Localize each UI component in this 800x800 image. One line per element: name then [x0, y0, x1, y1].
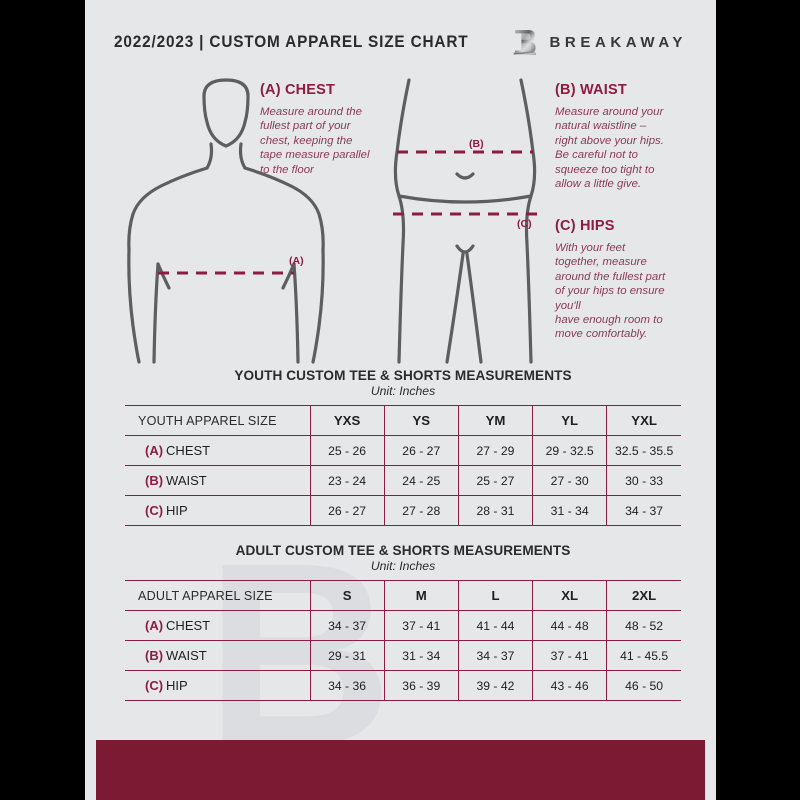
waist-heading: (B) WAIST [555, 82, 627, 98]
chest-row-name: CHEST [166, 618, 211, 633]
adult-size-table: ADULT APPAREL SIZE S M L XL 2XL (A) CHEST… [125, 580, 681, 701]
adult-size-header-2xl: 2XL [606, 580, 681, 611]
adult-row-label-waist: (B) WAIST [125, 640, 310, 671]
adult-size-table-block: ADULT CUSTOM TEE & SHORTS MEASUREMENTS U… [125, 543, 681, 701]
hips-heading: (C) HIPS [555, 218, 615, 234]
hip-row-name: HIP [166, 503, 188, 518]
adult-waist-m: 31 - 34 [383, 640, 459, 671]
hip-tag: (C) [145, 678, 164, 693]
youth-waist-yxl: 30 - 33 [606, 465, 681, 496]
adult-table-header-row: ADULT APPAREL SIZE S M L XL 2XL [125, 580, 681, 611]
adult-row-label-hip: (C) HIP [125, 670, 310, 701]
youth-waist-yxs: 23 - 24 [309, 465, 385, 496]
waist-marker-label: (B) [469, 138, 484, 150]
measurement-diagrams: (A) (B) (C) (A) CHEST [85, 70, 716, 370]
adult-header-label: ADULT APPAREL SIZE [125, 580, 310, 611]
chest-tag: (A) [145, 443, 164, 458]
youth-chest-ym: 27 - 29 [457, 435, 533, 466]
adult-waist-2xl: 41 - 45.5 [606, 640, 681, 671]
youth-waist-ys: 24 - 25 [383, 465, 459, 496]
adult-size-header-l: L [457, 580, 533, 611]
chest-marker-label: (A) [289, 255, 304, 267]
youth-header-label: YOUTH APPAREL SIZE [125, 405, 310, 436]
chest-description: (A) CHEST Measure around the fullest par… [260, 82, 410, 177]
adult-size-header-m: M [383, 580, 459, 611]
waist-description: (B) WAIST Measure around your natural wa… [555, 82, 697, 191]
waist-row-name: WAIST [166, 473, 207, 488]
adult-size-header-xl: XL [532, 580, 607, 611]
footer-accent-bar [96, 740, 705, 800]
adult-chest-m: 37 - 41 [383, 610, 459, 641]
youth-chest-yxs: 25 - 26 [309, 435, 385, 466]
adult-size-header-s: S [309, 580, 385, 611]
waist-tag: (B) [145, 473, 164, 488]
table-row: (C) HIP 34 - 36 36 - 39 39 - 42 43 - 46 4… [125, 670, 681, 701]
page-header: 2022/2023 | CUSTOM APPAREL SIZE CHART [85, 26, 716, 58]
table-row: (A) CHEST 34 - 37 37 - 41 41 - 44 44 - 48… [125, 610, 681, 641]
youth-size-header-yxl: YXL [606, 405, 681, 436]
waist-row-name: WAIST [166, 648, 207, 663]
youth-hip-yxs: 26 - 27 [309, 495, 385, 526]
chest-heading: (A) CHEST [260, 82, 336, 98]
youth-row-label-waist: (B) WAIST [125, 465, 310, 496]
chest-body-text: Measure around the fullest part of your … [260, 106, 370, 176]
youth-row-label-hip: (C) HIP [125, 495, 310, 526]
chest-row-name: CHEST [166, 443, 211, 458]
size-chart-page: B 2022/2023 | CUSTOM APPAREL SIZE CHART [85, 0, 716, 800]
adult-table-unit: Unit: Inches [370, 559, 436, 573]
youth-row-label-chest: (A) CHEST [125, 435, 310, 466]
hips-body-text: With your feet together, measure around … [555, 242, 666, 341]
page-title: 2022/2023 | CUSTOM APPAREL SIZE CHART [114, 32, 469, 51]
youth-size-header-yxs: YXS [309, 405, 385, 436]
youth-size-table-block: YOUTH CUSTOM TEE & SHORTS MEASUREMENTS U… [125, 368, 681, 526]
torso-figure [127, 78, 325, 364]
youth-size-header-ym: YM [457, 405, 533, 436]
lower-body-figure [393, 78, 537, 364]
youth-hip-yl: 31 - 34 [532, 495, 607, 526]
youth-chest-yxl: 32.5 - 35.5 [606, 435, 681, 466]
youth-size-table: YOUTH APPAREL SIZE YXS YS YM YL YXL (A) C… [125, 405, 681, 526]
adult-table-title: ADULT CUSTOM TEE & SHORTS MEASUREMENTS [235, 543, 571, 558]
adult-hip-xl: 43 - 46 [532, 670, 607, 701]
adult-waist-l: 34 - 37 [457, 640, 533, 671]
youth-waist-yl: 27 - 30 [532, 465, 607, 496]
youth-size-header-ys: YS [383, 405, 459, 436]
youth-table-title: YOUTH CUSTOM TEE & SHORTS MEASUREMENTS [234, 368, 572, 383]
waist-body-text: Measure around your natural waistline – … [555, 106, 664, 191]
adult-chest-xl: 44 - 48 [532, 610, 607, 641]
adult-hip-m: 36 - 39 [383, 670, 459, 701]
youth-table-header-row: YOUTH APPAREL SIZE YXS YS YM YL YXL [125, 405, 681, 436]
youth-chest-yl: 29 - 32.5 [532, 435, 607, 466]
youth-hip-ys: 27 - 28 [383, 495, 459, 526]
youth-waist-ym: 25 - 27 [457, 465, 533, 496]
waist-tag: (B) [145, 648, 164, 663]
adult-row-label-chest: (A) CHEST [125, 610, 310, 641]
chest-tag: (A) [145, 618, 164, 633]
brand-name: BREAKAWAY [549, 33, 687, 51]
adult-chest-2xl: 48 - 52 [606, 610, 681, 641]
brand-lockup: BREAKAWAY [512, 28, 687, 56]
youth-hip-yxl: 34 - 37 [606, 495, 681, 526]
adult-hip-s: 34 - 36 [309, 670, 385, 701]
youth-table-unit: Unit: Inches [370, 384, 436, 398]
adult-hip-2xl: 46 - 50 [606, 670, 681, 701]
breakaway-b-logo-icon [512, 28, 538, 56]
table-row: (B) WAIST 29 - 31 31 - 34 34 - 37 37 - 41… [125, 640, 681, 671]
table-row: (B) WAIST 23 - 24 24 - 25 25 - 27 27 - 30… [125, 465, 681, 496]
hips-description: (C) HIPS With your feet together, measur… [555, 218, 705, 342]
hip-row-name: HIP [166, 678, 188, 693]
adult-chest-s: 34 - 37 [309, 610, 385, 641]
youth-chest-ys: 26 - 27 [383, 435, 459, 466]
adult-hip-l: 39 - 42 [457, 670, 533, 701]
adult-chest-l: 41 - 44 [457, 610, 533, 641]
adult-waist-s: 29 - 31 [309, 640, 385, 671]
hip-tag: (C) [145, 503, 164, 518]
youth-hip-ym: 28 - 31 [457, 495, 533, 526]
youth-size-header-yl: YL [532, 405, 607, 436]
table-row: (C) HIP 26 - 27 27 - 28 28 - 31 31 - 34 3… [125, 495, 681, 526]
adult-waist-xl: 37 - 41 [532, 640, 607, 671]
hip-marker-label: (C) [517, 218, 532, 230]
table-row: (A) CHEST 25 - 26 26 - 27 27 - 29 29 - 32… [125, 435, 681, 466]
